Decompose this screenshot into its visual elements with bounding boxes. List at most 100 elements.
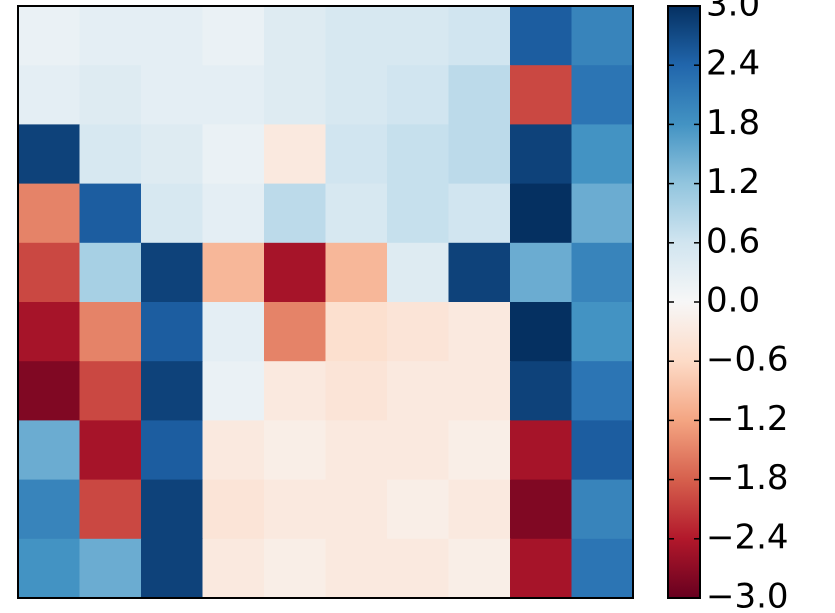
- colorbar-tick-label: 3.0: [706, 0, 760, 25]
- heat-cell: [449, 480, 511, 540]
- heat-cell: [572, 539, 634, 599]
- heat-cell: [326, 184, 388, 244]
- heat-cell: [141, 480, 203, 540]
- heat-cell: [264, 361, 326, 421]
- heat-cell: [18, 124, 80, 184]
- heat-cell: [203, 124, 265, 184]
- heat-cell: [264, 124, 326, 184]
- heat-cell: [326, 243, 388, 303]
- heat-cell: [326, 65, 388, 125]
- heat-cell: [264, 184, 326, 244]
- heat-cell: [18, 420, 80, 480]
- heat-cell: [572, 65, 634, 125]
- heat-cell: [18, 480, 80, 540]
- heat-cell: [203, 480, 265, 540]
- heat-cell: [326, 539, 388, 599]
- heat-cell: [449, 184, 511, 244]
- heat-cell: [203, 420, 265, 480]
- heat-cell: [326, 124, 388, 184]
- heat-cell: [141, 361, 203, 421]
- chart: 3.02.41.81.20.60.0−0.6−1.2−1.8−2.4−3.0: [0, 0, 835, 613]
- heat-cell: [449, 361, 511, 421]
- colorbar-tick-label: −0.6: [706, 340, 789, 380]
- heat-cell: [141, 124, 203, 184]
- heat-cell: [387, 124, 449, 184]
- heat-cell: [449, 539, 511, 599]
- colorbar-tick-label: −1.2: [706, 399, 789, 439]
- heat-cell: [18, 361, 80, 421]
- heat-cell: [572, 302, 634, 362]
- heat-cell: [572, 361, 634, 421]
- heat-cell: [449, 420, 511, 480]
- heat-cell: [387, 302, 449, 362]
- heat-cell: [449, 65, 511, 125]
- colorbar-tick-label: −2.4: [706, 517, 789, 557]
- heat-cell: [510, 184, 572, 244]
- heat-cell: [18, 243, 80, 303]
- heat-cell: [80, 302, 142, 362]
- heat-cell: [572, 6, 634, 66]
- heat-cell: [141, 420, 203, 480]
- heatmap: [18, 6, 634, 599]
- heat-cell: [510, 124, 572, 184]
- heat-cell: [141, 184, 203, 244]
- heat-cell: [18, 302, 80, 362]
- heat-cell: [572, 243, 634, 303]
- heat-cell: [203, 243, 265, 303]
- heat-cell: [510, 65, 572, 125]
- heat-cell: [264, 65, 326, 125]
- heat-cell: [203, 539, 265, 599]
- heat-cell: [572, 420, 634, 480]
- heat-cell: [449, 243, 511, 303]
- heat-cell: [387, 420, 449, 480]
- heat-cell: [264, 302, 326, 362]
- heat-cell: [387, 65, 449, 125]
- heat-cell: [326, 302, 388, 362]
- heat-cell: [264, 243, 326, 303]
- heat-cell: [510, 6, 572, 66]
- colorbar-tick-label: 1.2: [706, 162, 760, 202]
- heat-cell: [387, 184, 449, 244]
- heat-cell: [141, 243, 203, 303]
- heat-cell: [510, 420, 572, 480]
- heat-cell: [510, 480, 572, 540]
- heat-cell: [449, 302, 511, 362]
- heat-cell: [572, 184, 634, 244]
- heat-cell: [141, 539, 203, 599]
- heat-cell: [326, 361, 388, 421]
- heat-cell: [141, 302, 203, 362]
- colorbar-tick-label: −1.8: [706, 458, 789, 498]
- colorbar-tick-label: 0.0: [706, 281, 760, 321]
- heat-cell: [80, 184, 142, 244]
- heat-cell: [264, 480, 326, 540]
- heat-cell: [80, 65, 142, 125]
- heat-cell: [18, 65, 80, 125]
- heat-cell: [80, 243, 142, 303]
- heat-cell: [572, 480, 634, 540]
- heat-cell: [141, 65, 203, 125]
- heat-cell: [326, 6, 388, 66]
- heat-cell: [203, 302, 265, 362]
- heat-cell: [449, 124, 511, 184]
- heat-cell: [387, 361, 449, 421]
- heat-cell: [203, 6, 265, 66]
- heat-cell: [326, 480, 388, 540]
- heat-cell: [387, 243, 449, 303]
- heat-cell: [18, 6, 80, 66]
- heat-cell: [326, 420, 388, 480]
- heat-cell: [449, 6, 511, 66]
- colorbar-tick-label: 1.8: [706, 103, 760, 143]
- heat-cell: [18, 539, 80, 599]
- heat-cell: [264, 420, 326, 480]
- heat-cell: [572, 124, 634, 184]
- heat-cell: [510, 361, 572, 421]
- heat-cell: [387, 480, 449, 540]
- heat-cell: [141, 6, 203, 66]
- colorbar-tick-label: 2.4: [706, 44, 760, 84]
- heat-cell: [387, 6, 449, 66]
- heat-cell: [510, 243, 572, 303]
- heat-cell: [80, 124, 142, 184]
- heat-cell: [510, 302, 572, 362]
- heat-cell: [80, 420, 142, 480]
- heat-cell: [510, 539, 572, 599]
